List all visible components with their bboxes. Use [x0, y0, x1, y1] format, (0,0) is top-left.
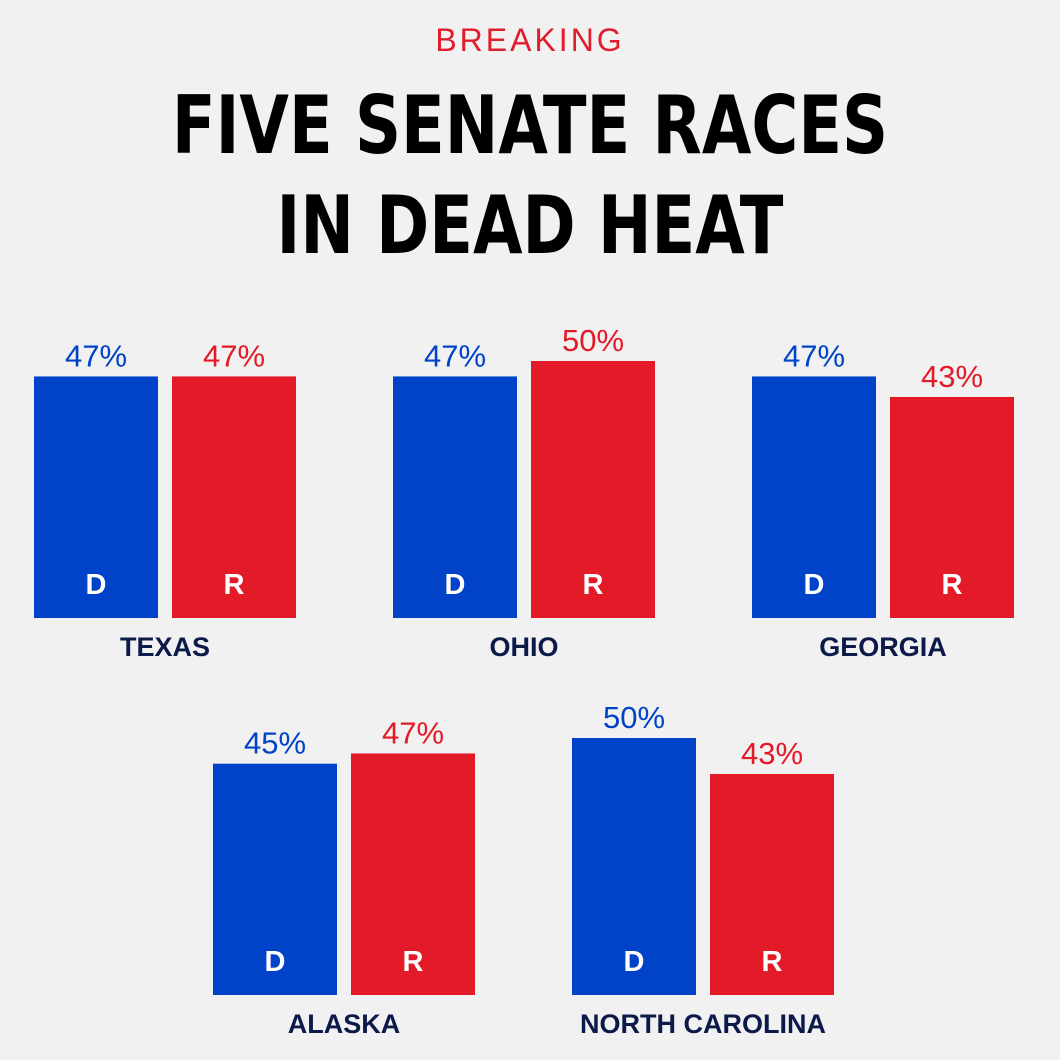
bar-texas-democrat [34, 376, 158, 618]
party-label-ohio-republican: R [583, 569, 604, 601]
party-label-ohio-democrat: D [445, 569, 466, 601]
bar-north-carolina-republican [710, 773, 834, 995]
headline: FIVE SENATE RACES IN DEAD HEAT [106, 76, 954, 276]
party-label-texas-republican: R [224, 569, 245, 601]
headline-line-2: IN DEAD HEAT [276, 179, 784, 272]
value-label-texas-democrat: 47% [65, 338, 127, 373]
bar-alaska-republican [351, 753, 475, 995]
party-label-georgia-democrat: D [804, 569, 825, 601]
party-label-north-carolina-republican: R [762, 946, 783, 978]
state-label-georgia: GEORGIA [819, 632, 947, 662]
bar-ohio-republican [531, 361, 655, 618]
value-label-north-carolina-democrat: 50% [603, 700, 665, 735]
state-label-north-carolina: NORTH CAROLINA [580, 1009, 826, 1039]
value-label-ohio-democrat: 47% [424, 338, 486, 373]
bar-north-carolina-democrat [572, 738, 696, 995]
value-label-alaska-democrat: 45% [244, 726, 306, 761]
value-label-north-carolina-republican: 43% [741, 736, 803, 771]
party-label-georgia-republican: R [942, 569, 963, 601]
party-label-alaska-republican: R [403, 946, 424, 978]
state-label-texas: TEXAS [120, 632, 210, 662]
state-label-alaska: ALASKA [288, 1009, 401, 1039]
party-label-alaska-democrat: D [265, 946, 286, 978]
kicker-label: BREAKING [435, 22, 625, 58]
state-label-ohio: OHIO [489, 632, 558, 662]
headline-line-1: FIVE SENATE RACES [171, 79, 889, 172]
bar-alaska-democrat [213, 763, 337, 995]
value-label-georgia-democrat: 47% [783, 338, 845, 373]
party-label-texas-democrat: D [86, 569, 107, 601]
party-label-north-carolina-democrat: D [624, 946, 645, 978]
bar-georgia-democrat [752, 376, 876, 618]
bar-georgia-republican [890, 396, 1014, 618]
value-label-alaska-republican: 47% [382, 715, 444, 750]
value-label-georgia-republican: 43% [921, 359, 983, 394]
bar-ohio-democrat [393, 376, 517, 618]
bar-texas-republican [172, 376, 296, 618]
value-label-ohio-republican: 50% [562, 323, 624, 358]
value-label-texas-republican: 47% [203, 338, 265, 373]
